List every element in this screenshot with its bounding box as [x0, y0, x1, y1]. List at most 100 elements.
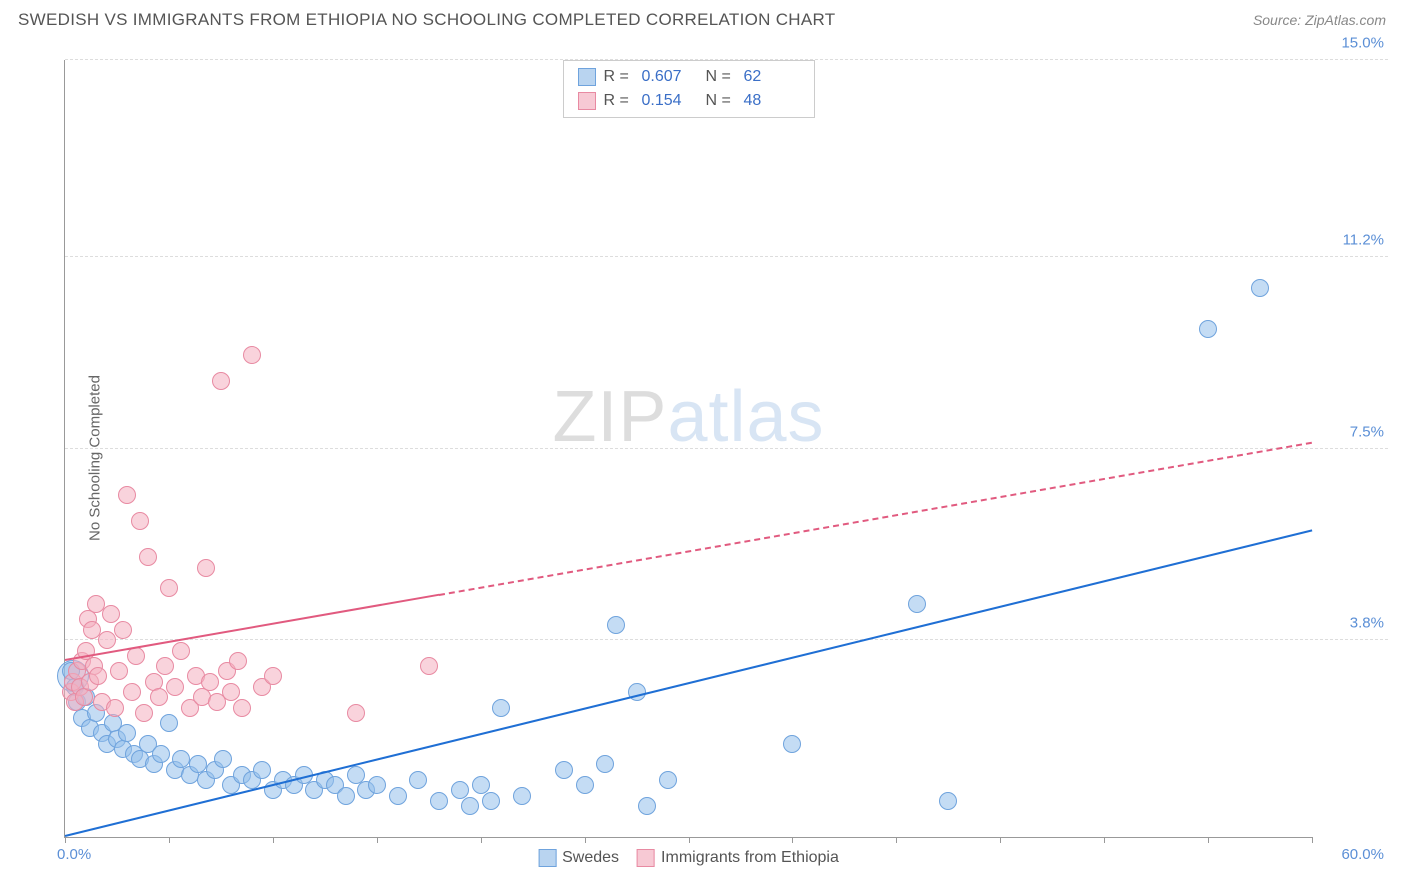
watermark: ZIPatlas [552, 376, 824, 458]
scatter-point [347, 704, 365, 722]
scatter-point [229, 652, 247, 670]
scatter-point [118, 486, 136, 504]
y-tick-label: 7.5% [1350, 423, 1384, 440]
legend-series-item: Swedes [538, 849, 619, 867]
chart-source: Source: ZipAtlas.com [1253, 12, 1386, 28]
legend-swatch [578, 68, 596, 86]
legend-series: Swedes Immigrants from Ethiopia [538, 849, 839, 867]
legend-swatch [578, 92, 596, 110]
x-tick-mark [1312, 837, 1313, 843]
scatter-point [409, 771, 427, 789]
scatter-point [783, 735, 801, 753]
scatter-point [160, 714, 178, 732]
x-tick-mark [377, 837, 378, 843]
legend-swatch [538, 849, 556, 867]
scatter-point [253, 761, 271, 779]
legend-n-label: N = [706, 65, 736, 89]
legend-n-value: 48 [744, 89, 800, 113]
scatter-point [160, 579, 178, 597]
gridline [65, 59, 1388, 60]
x-tick-mark [792, 837, 793, 843]
scatter-point [110, 662, 128, 680]
x-tick-mark [1208, 837, 1209, 843]
x-tick-mark [481, 837, 482, 843]
watermark-zip: ZIP [552, 377, 667, 457]
chart-container: No Schooling Completed ZIPatlas R =0.607… [18, 42, 1388, 874]
scatter-point [420, 657, 438, 675]
scatter-point [430, 792, 448, 810]
scatter-point [197, 559, 215, 577]
legend-series-item: Immigrants from Ethiopia [637, 849, 839, 867]
legend-correlation: R = 0.607 N = 62 R = 0.154 N = 48 [563, 60, 815, 118]
scatter-point [118, 724, 136, 742]
scatter-point [212, 372, 230, 390]
legend-correlation-row: R = 0.154 N = 48 [578, 89, 800, 113]
x-tick-mark [896, 837, 897, 843]
scatter-point [337, 787, 355, 805]
scatter-point [150, 688, 168, 706]
trendline [65, 529, 1312, 837]
scatter-point [482, 792, 500, 810]
legend-r-value: 0.154 [642, 89, 698, 113]
scatter-point [264, 667, 282, 685]
scatter-point [123, 683, 141, 701]
x-tick-mark [1000, 837, 1001, 843]
scatter-point [75, 688, 93, 706]
scatter-point [368, 776, 386, 794]
scatter-point [576, 776, 594, 794]
x-tick-mark [689, 837, 690, 843]
scatter-point [214, 750, 232, 768]
scatter-point [135, 704, 153, 722]
scatter-point [492, 699, 510, 717]
scatter-point [89, 667, 107, 685]
scatter-point [98, 631, 116, 649]
gridline [65, 639, 1388, 640]
gridline [65, 256, 1388, 257]
x-tick-mark [65, 837, 66, 843]
legend-r-label: R = [604, 65, 634, 89]
y-tick-label: 15.0% [1341, 35, 1384, 52]
scatter-point [1199, 320, 1217, 338]
scatter-point [243, 346, 261, 364]
scatter-point [152, 745, 170, 763]
chart-header: SWEDISH VS IMMIGRANTS FROM ETHIOPIA NO S… [0, 0, 1406, 36]
scatter-point [607, 616, 625, 634]
x-tick-mark [1104, 837, 1105, 843]
gridline [65, 448, 1388, 449]
scatter-point [201, 673, 219, 691]
scatter-point [461, 797, 479, 815]
x-tick-label-max: 60.0% [1341, 846, 1384, 863]
y-tick-label: 11.2% [1343, 231, 1384, 248]
scatter-point [156, 657, 174, 675]
plot-area: ZIPatlas R =0.607N =62R =0.154N =48 Swed… [64, 60, 1312, 838]
scatter-point [102, 605, 120, 623]
watermark-atlas: atlas [667, 377, 824, 457]
x-tick-label-min: 0.0% [57, 846, 91, 863]
scatter-point [1251, 279, 1269, 297]
scatter-point [114, 621, 132, 639]
legend-r-label: R = [604, 89, 634, 113]
scatter-point [389, 787, 407, 805]
legend-n-label: N = [706, 89, 736, 113]
y-tick-label: 3.8% [1350, 615, 1384, 632]
scatter-point [166, 678, 184, 696]
scatter-point [659, 771, 677, 789]
legend-n-value: 62 [744, 65, 800, 89]
legend-series-label: Swedes [562, 849, 619, 867]
legend-correlation-row: R = 0.607 N = 62 [578, 65, 800, 89]
x-tick-mark [273, 837, 274, 843]
scatter-point [638, 797, 656, 815]
scatter-point [908, 595, 926, 613]
legend-r-value: 0.607 [642, 65, 698, 89]
scatter-point [106, 699, 124, 717]
chart-title: SWEDISH VS IMMIGRANTS FROM ETHIOPIA NO S… [18, 10, 835, 30]
scatter-point [596, 755, 614, 773]
scatter-point [139, 548, 157, 566]
legend-swatch [637, 849, 655, 867]
trendline-dashed [439, 441, 1312, 595]
x-tick-mark [169, 837, 170, 843]
scatter-point [233, 699, 251, 717]
scatter-point [513, 787, 531, 805]
scatter-point [939, 792, 957, 810]
scatter-point [172, 642, 190, 660]
